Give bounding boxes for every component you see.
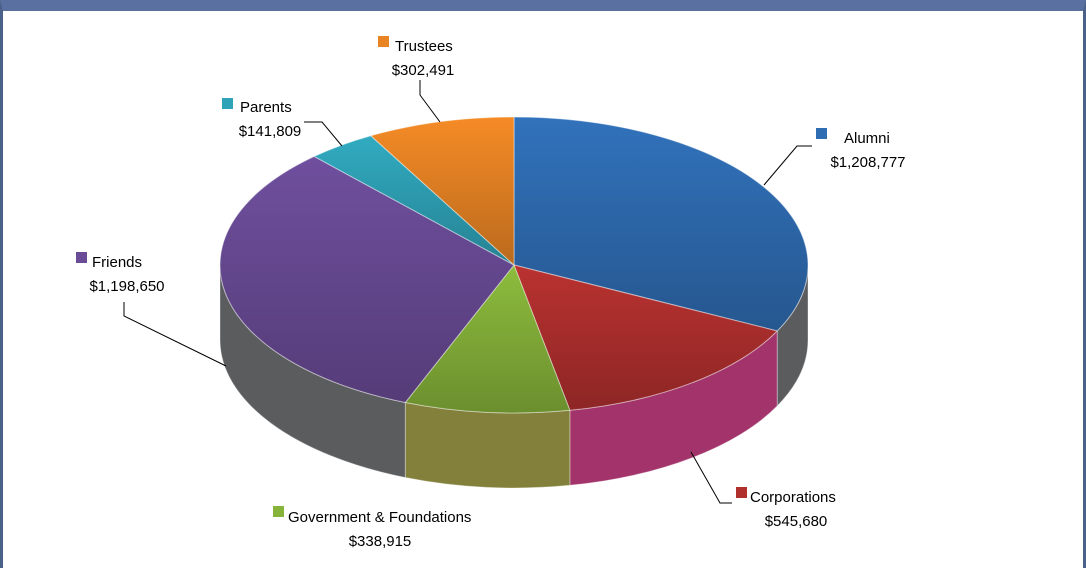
slice-name-trustees: Trustees	[395, 38, 453, 55]
leader-line-trustees	[419, 80, 441, 123]
legend-swatch-alumni	[816, 128, 827, 139]
leader-line-friends	[123, 302, 227, 367]
leader-line-parents	[304, 121, 343, 147]
slice-name-alumni: Alumni	[844, 130, 890, 147]
pie-slice-corporations	[513, 264, 779, 411]
legend-swatch-friends	[76, 252, 87, 263]
slice-value-trustees: $302,491	[392, 62, 455, 79]
pie-top-slices	[219, 116, 809, 414]
legend-swatch-trustees	[378, 36, 389, 47]
pie-slice-friends	[219, 155, 515, 404]
slice-value-corporations: $545,680	[765, 513, 828, 530]
slice-value-government-foundations: $338,915	[349, 533, 412, 550]
slice-value-friends: $1,198,650	[89, 278, 164, 295]
data-labels: Alumni $1,208,777 Corporations $545,680 Gove…	[76, 36, 906, 550]
slice-name-government-foundations: Government & Foundations	[288, 509, 471, 526]
legend-swatch-corporations	[736, 487, 747, 498]
legend-swatch-government-foundations	[273, 506, 284, 517]
slice-value-alumni: $1,208,777	[830, 154, 905, 171]
pie-side-walls	[219, 264, 809, 489]
legend-swatch-parents	[222, 98, 233, 109]
pie-slice-alumni	[513, 116, 809, 332]
leader-lines	[123, 80, 812, 504]
slice-value-parents: $141,809	[239, 123, 302, 140]
slice-name-corporations: Corporations	[750, 489, 836, 506]
leader-line-alumni	[763, 145, 812, 186]
slice-name-friends: Friends	[92, 254, 142, 271]
pie-slice-government-foundations	[404, 264, 571, 414]
slice-name-parents: Parents	[240, 99, 292, 116]
leader-line-corporations	[690, 451, 732, 504]
pie-side-government-foundations	[404, 401, 571, 489]
